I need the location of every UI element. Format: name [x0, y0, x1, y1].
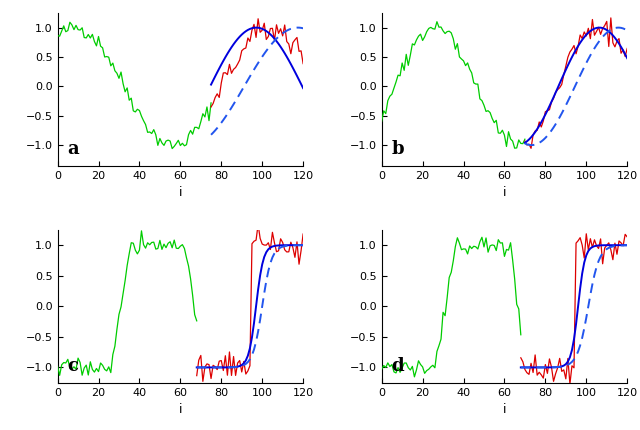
- Text: c: c: [67, 357, 79, 375]
- X-axis label: i: i: [179, 186, 182, 199]
- Text: a: a: [67, 140, 79, 158]
- Text: d: d: [392, 357, 404, 375]
- X-axis label: i: i: [502, 186, 506, 199]
- X-axis label: i: i: [502, 403, 506, 416]
- X-axis label: i: i: [179, 403, 182, 416]
- Text: b: b: [392, 140, 404, 158]
